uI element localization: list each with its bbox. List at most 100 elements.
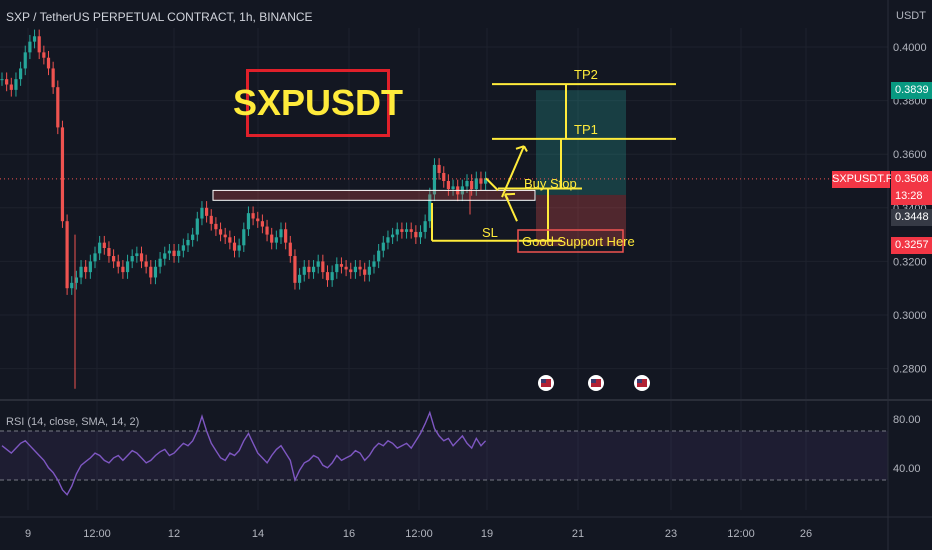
x-tick-label: 12:00 bbox=[727, 528, 755, 540]
candle-series bbox=[0, 29, 488, 389]
candle-body bbox=[465, 181, 469, 187]
candle-body bbox=[386, 237, 390, 243]
chart-title: SXP / TetherUS PERPETUAL CONTRACT, 1h, B… bbox=[6, 10, 313, 24]
candle-body bbox=[349, 269, 353, 273]
candle-body bbox=[5, 79, 9, 85]
x-tick-label: 16 bbox=[343, 528, 355, 540]
candle-body bbox=[377, 250, 381, 262]
candle-body bbox=[363, 269, 367, 275]
candle-body bbox=[358, 266, 362, 270]
candle-body bbox=[84, 266, 88, 273]
candle-body bbox=[191, 234, 195, 240]
candle-body bbox=[42, 52, 46, 58]
grid-lines bbox=[0, 28, 888, 510]
candle-body bbox=[93, 253, 97, 262]
x-tick-label: 19 bbox=[481, 528, 493, 540]
candle-body bbox=[121, 266, 125, 273]
candle-body bbox=[479, 178, 483, 184]
candle-body bbox=[279, 229, 283, 238]
candle-body bbox=[223, 234, 227, 238]
candle-body bbox=[186, 239, 190, 246]
candle-body bbox=[437, 164, 441, 173]
candle-body bbox=[200, 207, 204, 219]
candle-body bbox=[265, 226, 269, 235]
candle-body bbox=[274, 237, 278, 243]
candle-body bbox=[74, 277, 78, 283]
rsi-tick-label: 40.00 bbox=[893, 463, 921, 475]
candle-body bbox=[88, 261, 92, 273]
event-flag-canton bbox=[637, 379, 642, 383]
candle-body bbox=[139, 253, 144, 262]
candle-body bbox=[167, 250, 171, 254]
rsi-band bbox=[0, 431, 888, 480]
candle-body bbox=[130, 256, 134, 262]
candle-body bbox=[144, 261, 148, 267]
arrow-up bbox=[501, 145, 525, 198]
candle-body bbox=[307, 266, 311, 273]
rsi-line bbox=[1, 410, 487, 496]
candle-body bbox=[372, 261, 376, 267]
candle-body bbox=[330, 272, 334, 281]
candle-body bbox=[311, 266, 316, 273]
candle-body bbox=[391, 234, 395, 238]
candle-body bbox=[214, 223, 218, 230]
candle-body bbox=[149, 266, 153, 278]
candle-body bbox=[325, 272, 330, 281]
candle-body bbox=[470, 181, 474, 190]
x-tick-label: 12 bbox=[168, 528, 180, 540]
candle-body bbox=[284, 229, 288, 243]
candle-body bbox=[195, 218, 199, 235]
support-label-box bbox=[517, 229, 624, 253]
candle-body bbox=[442, 172, 446, 181]
sl-label: SL bbox=[482, 225, 498, 240]
candle-body bbox=[414, 231, 418, 238]
candle-body bbox=[177, 250, 181, 257]
candle-body bbox=[172, 250, 176, 257]
candle-body bbox=[158, 258, 162, 267]
y-tick-label: 0.4000 bbox=[893, 42, 927, 54]
y-tick-label: 0.3200 bbox=[893, 256, 927, 268]
candle-body bbox=[56, 87, 60, 128]
x-tick-label: 21 bbox=[572, 528, 584, 540]
y-tick-label: 0.2800 bbox=[893, 364, 927, 376]
candle-body bbox=[153, 266, 158, 278]
buy-stop-label: Buy Stop bbox=[524, 176, 577, 191]
candle-body bbox=[484, 178, 488, 184]
candle-body bbox=[404, 229, 409, 232]
candle-body bbox=[209, 215, 213, 224]
candle-body bbox=[432, 164, 437, 195]
arrow-up-head2 bbox=[523, 145, 528, 153]
symbol-title-box: SXPUSDT bbox=[233, 69, 403, 137]
candle-body bbox=[246, 213, 251, 230]
candle-body bbox=[288, 242, 292, 257]
profit-zone bbox=[536, 90, 626, 195]
candle-body bbox=[70, 282, 74, 289]
rsi-pane bbox=[0, 410, 888, 496]
candle-body bbox=[107, 248, 111, 257]
candle-body bbox=[51, 68, 55, 88]
candle-body bbox=[79, 266, 83, 278]
candle-body bbox=[242, 229, 246, 246]
candle-body bbox=[232, 242, 237, 251]
candle-body bbox=[381, 242, 385, 251]
tp1-label: TP1 bbox=[574, 122, 598, 137]
candle-body bbox=[335, 264, 339, 273]
event-flag-canton bbox=[541, 379, 546, 383]
event-flag-canton bbox=[591, 379, 596, 383]
candle-body bbox=[46, 57, 51, 69]
candle-body bbox=[237, 245, 241, 251]
candle-body bbox=[14, 79, 18, 90]
y-tick-label: 0.3600 bbox=[893, 149, 927, 161]
rsi-tick-label: 80.00 bbox=[893, 414, 921, 426]
arrow-left-head2 bbox=[504, 193, 509, 201]
candle-body bbox=[102, 242, 106, 248]
candle-body bbox=[451, 186, 455, 190]
x-tick-label: 26 bbox=[800, 528, 812, 540]
candle-body bbox=[205, 207, 209, 216]
x-tick-label: 23 bbox=[665, 528, 677, 540]
candle-body bbox=[112, 256, 116, 262]
candle-body bbox=[423, 221, 427, 232]
candle-body bbox=[339, 264, 344, 267]
candle-body bbox=[302, 266, 306, 275]
